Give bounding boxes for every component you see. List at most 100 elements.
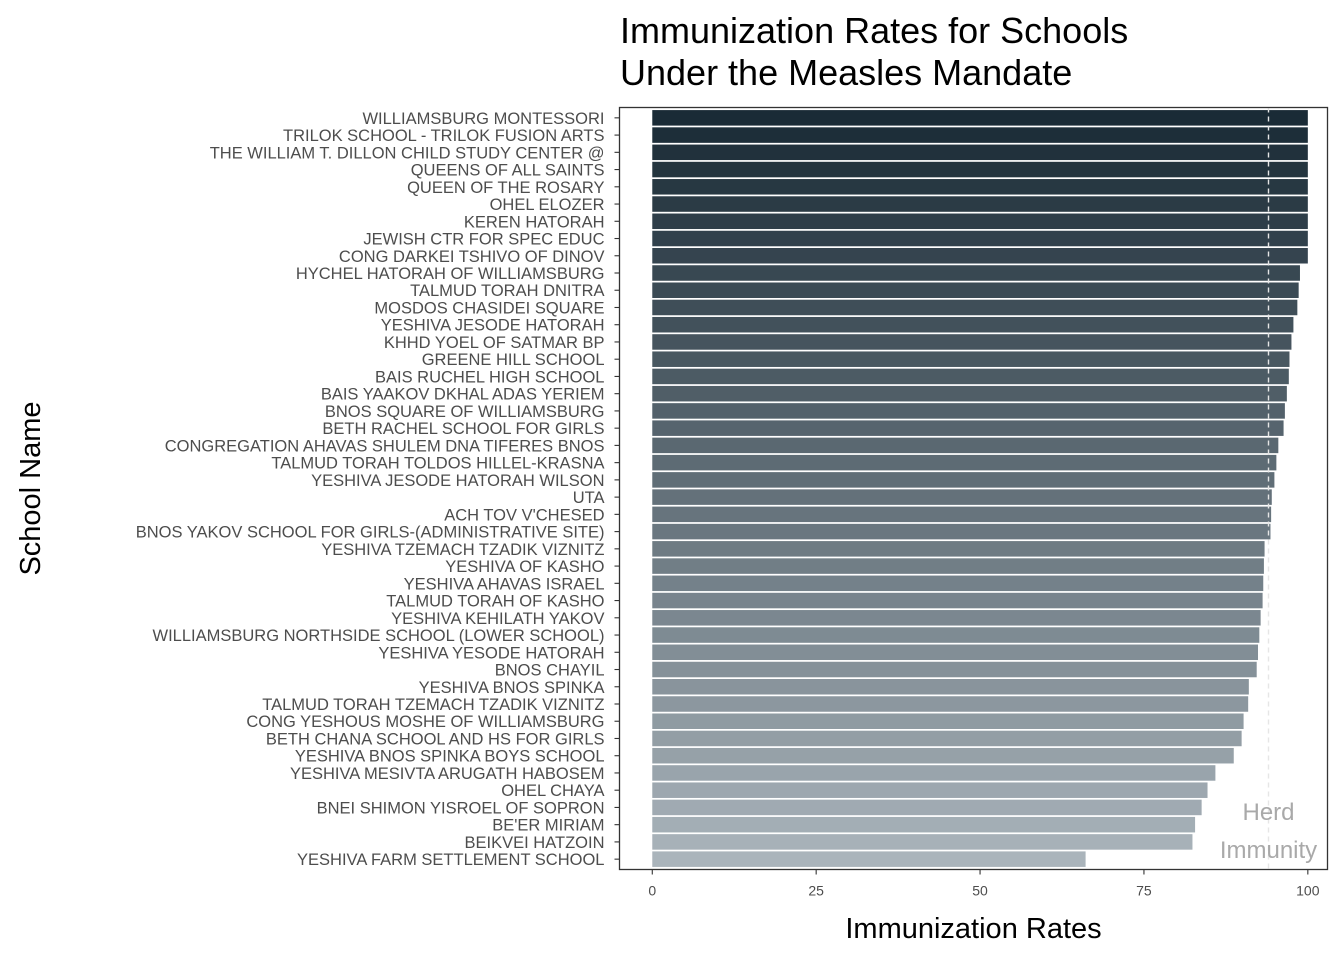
bar — [652, 230, 1308, 247]
y-tick-label: CONG YESHOUS MOSHE OF WILLIAMSBURG — [246, 713, 604, 731]
y-tick-label: WILLIAMSBURG NORTHSIDE SCHOOL (LOWER SCH… — [153, 627, 605, 645]
bar — [652, 541, 1265, 557]
bar — [652, 851, 1086, 867]
y-tick-label: YESHIVA MESIVTA ARUGATH HABOSEM — [290, 765, 605, 783]
bar — [652, 644, 1259, 661]
y-tick-label: YESHIVA BNOS SPINKA BOYS SCHOOL — [295, 748, 605, 766]
y-tick-label: TALMUD TORAH TOLDOS HILLEL-KRASNA — [271, 455, 604, 473]
bar — [652, 472, 1275, 488]
bar — [652, 627, 1260, 643]
bar — [652, 523, 1271, 540]
bar — [652, 592, 1263, 609]
y-tick-label: HYCHEL HATORAH OF WILLIAMSBURG — [296, 265, 605, 283]
y-tick-label: BAIS RUCHEL HIGH SCHOOL — [375, 368, 605, 386]
y-tick-label: BEIKVEI HATZOIN — [465, 834, 605, 852]
y-tick-label: YESHIVA JESODE HATORAH WILSON — [311, 472, 604, 490]
herd-immunity-label-line-1: Herd — [1242, 799, 1294, 826]
y-tick-label: BNOS YAKOV SCHOOL FOR GIRLS-(ADMINISTRAT… — [136, 524, 605, 542]
chart-title-line-2: Under the Measles Mandate — [620, 52, 1073, 93]
bar — [652, 610, 1261, 626]
y-tick-label: YESHIVA FARM SETTLEMENT SCHOOL — [297, 851, 604, 869]
y-tick-label: YESHIVA YESODE HATORAH — [378, 644, 604, 662]
x-axis-title: Immunization Rates — [845, 913, 1101, 945]
y-tick-label: TALMUD TORAH TZEMACH TZADIK VIZNITZ — [262, 696, 604, 714]
y-tick-label: CONGREGATION AHAVAS SHULEM DNA TIFERES B… — [165, 437, 605, 455]
bar — [652, 834, 1193, 850]
y-tick-label: YESHIVA OF KASHO — [445, 558, 604, 576]
bar — [652, 799, 1202, 816]
y-tick-label: YESHIVA BNOS SPINKA — [419, 679, 605, 697]
y-tick-label: YESHIVA AHAVAS ISRAEL — [404, 575, 605, 593]
y-tick-label: OHEL ELOZER — [490, 196, 605, 214]
y-tick-label: GREENE HILL SCHOOL — [422, 351, 605, 369]
y-tick-label: KHHD YOEL OF SATMAR BP — [384, 334, 605, 352]
bar — [652, 196, 1308, 212]
bar — [652, 661, 1257, 678]
x-axis: 0 25 50 75 100 — [648, 869, 1320, 899]
bar — [652, 420, 1284, 436]
y-tick-label: BNEI SHIMON YISROEL OF SOPRON — [317, 799, 605, 817]
y-tick-label: YESHIVA KEHILATH YAKOV — [391, 610, 604, 628]
y-tick-label: MOSDOS CHASIDEI SQUARE — [374, 299, 604, 317]
bar — [652, 213, 1308, 230]
x-tick-label: 25 — [808, 883, 824, 899]
y-tick-label: OHEL CHAYA — [501, 782, 604, 800]
y-tick-label: YESHIVA JESODE HATORAH — [381, 317, 605, 335]
bar — [652, 403, 1285, 419]
y-tick-label: UTA — [573, 489, 605, 507]
chart-title-line-1: Immunization Rates for Schools — [620, 10, 1129, 51]
bar — [652, 282, 1299, 298]
bar — [652, 385, 1287, 402]
y-tick-label: WILLIAMSBURG MONTESSORI — [362, 110, 604, 128]
y-tick-label: BE'ER MIRIAM — [492, 817, 604, 835]
bar — [652, 179, 1308, 195]
y-tick-label: BNOS SQUARE OF WILLIAMSBURG — [325, 403, 605, 421]
bar — [652, 816, 1196, 833]
bar — [652, 110, 1308, 126]
x-tick-label: 75 — [1136, 883, 1152, 899]
y-tick-label: BAIS YAAKOV DKHAL ADAS YERIEM — [321, 386, 605, 404]
bar — [652, 144, 1308, 161]
bar — [652, 782, 1208, 798]
y-tick-label: THE WILLIAM T. DILLON CHILD STUDY CENTER… — [210, 144, 605, 162]
bar — [652, 265, 1300, 281]
herd-immunity-label-line-2: Immunity — [1220, 837, 1317, 864]
y-tick-label: BNOS CHAYIL — [495, 662, 605, 680]
bar — [652, 575, 1264, 592]
bar — [652, 437, 1279, 454]
bar — [652, 730, 1242, 747]
bar — [652, 127, 1308, 143]
y-tick-label: KEREN HATORAH — [464, 213, 605, 231]
bar — [652, 454, 1277, 471]
y-tick-label: BETH CHANA SCHOOL AND HS FOR GIRLS — [266, 730, 605, 748]
bar — [652, 506, 1272, 523]
bar — [652, 161, 1308, 178]
bar — [652, 696, 1249, 712]
y-tick-label: BETH RACHEL SCHOOL FOR GIRLS — [322, 420, 604, 438]
y-tick-label: CONG DARKEI TSHIVO OF DINOV — [339, 248, 605, 266]
y-tick-label: QUEENS OF ALL SAINTS — [411, 162, 605, 180]
bar — [652, 679, 1249, 695]
bar — [652, 316, 1294, 333]
bar — [652, 334, 1292, 350]
bar — [652, 713, 1244, 729]
bar-group — [652, 110, 1308, 867]
bar — [652, 299, 1298, 316]
bar — [652, 368, 1289, 385]
y-tick-label: QUEEN OF THE ROSARY — [407, 179, 604, 197]
bar — [652, 558, 1264, 574]
bar — [652, 248, 1308, 264]
bar — [652, 747, 1234, 764]
y-axis-title: School Name — [15, 401, 47, 575]
y-tick-label: ACH TOV V'CHESED — [444, 506, 604, 524]
y-tick-label: TRILOK SCHOOL - TRILOK FUSION ARTS — [283, 127, 605, 145]
y-tick-label: TALMUD TORAH OF KASHO — [386, 593, 604, 611]
y-tick-label: YESHIVA TZEMACH TZADIK VIZNITZ — [321, 541, 604, 559]
x-tick-label: 0 — [648, 883, 656, 899]
y-tick-label: TALMUD TORAH DNITRA — [410, 282, 604, 300]
x-tick-label: 100 — [1296, 883, 1320, 899]
bar — [652, 489, 1272, 505]
plot-panel-border — [618, 106, 1329, 871]
